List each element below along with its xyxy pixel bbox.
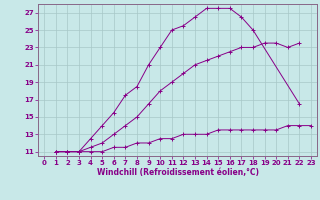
X-axis label: Windchill (Refroidissement éolien,°C): Windchill (Refroidissement éolien,°C) <box>97 168 259 177</box>
